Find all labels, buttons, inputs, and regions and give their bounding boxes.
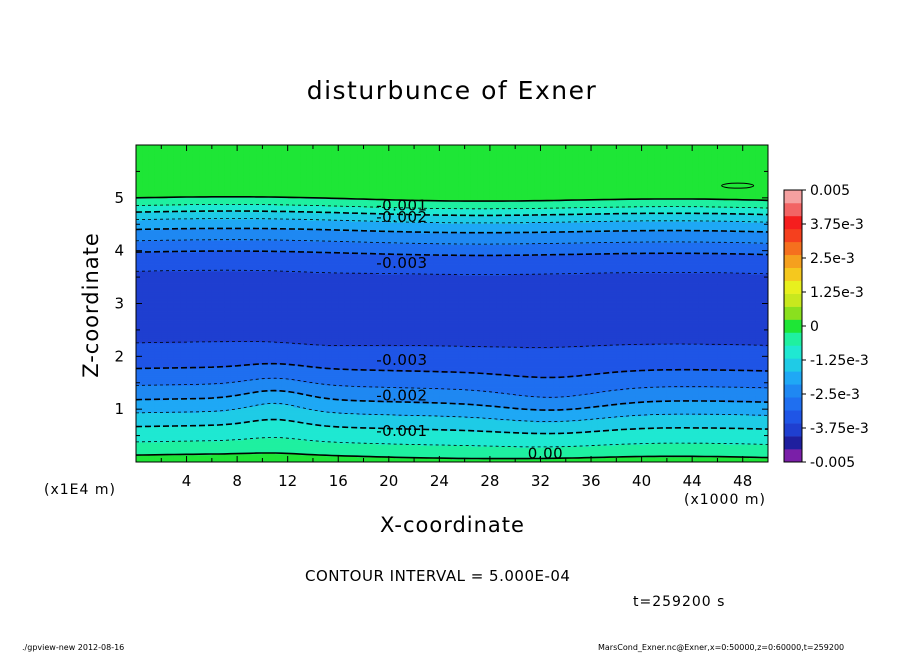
contour-fill-layer	[136, 144, 769, 463]
